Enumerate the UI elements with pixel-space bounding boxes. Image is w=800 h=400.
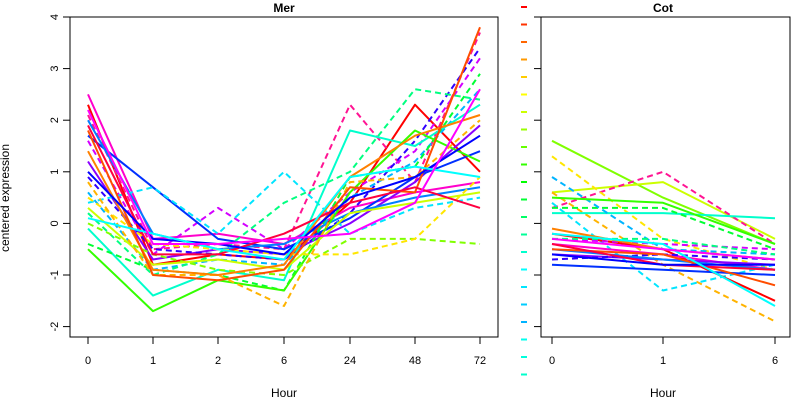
series-line	[87, 124, 481, 256]
x-tick-label: 1	[150, 355, 156, 367]
x-tick-label: 0	[85, 355, 91, 367]
y-tick-label: -1	[49, 270, 61, 280]
series-line	[87, 134, 481, 256]
panel-cot: Cot Hour 0 1 6	[534, 1, 791, 400]
series-line	[551, 248, 776, 271]
series-line	[551, 170, 776, 245]
x-axis-label-mer: Hour	[271, 386, 297, 400]
color-key-strip	[521, 6, 527, 376]
y-tick-label: 2	[49, 117, 61, 123]
series-line	[551, 232, 776, 307]
series-line	[87, 165, 481, 261]
series-line	[551, 139, 776, 245]
y-tick-label: -2	[49, 322, 61, 332]
series-line	[551, 253, 775, 266]
series-line	[552, 206, 776, 251]
series-line	[551, 237, 776, 261]
series-line	[551, 196, 776, 245]
series-group-mer	[87, 26, 481, 313]
series-line	[87, 88, 481, 245]
y-axis-label: centered expression	[0, 144, 12, 252]
axes-mer: -2 -1 0 1 2 3 4 0 1 2 6 24 48 72	[49, 14, 486, 367]
panel-mer: Mer Hour centered expression -2 -1 0 1 2 3 4 0 1…	[0, 1, 499, 400]
y-tick-label: 3	[49, 66, 61, 72]
series-line	[551, 263, 776, 276]
series-group-cot	[551, 139, 776, 323]
x-tick-label: 1	[660, 355, 666, 367]
panel-title-mer: Mer	[273, 1, 295, 15]
panel-title-cot: Cot	[653, 1, 673, 15]
x-tick-label: 48	[409, 355, 421, 367]
series-line	[552, 237, 776, 256]
series-line	[87, 88, 481, 276]
y-tick-label: 0	[49, 220, 61, 226]
x-tick-label: 72	[474, 355, 486, 367]
plot-frame-cot	[540, 16, 791, 338]
series-line	[87, 103, 481, 297]
x-tick-label: 24	[344, 355, 356, 367]
series-line	[551, 202, 776, 292]
x-tick-label: 2	[215, 355, 221, 367]
series-line	[87, 26, 481, 282]
x-tick-label: 6	[772, 355, 778, 367]
series-line	[87, 129, 481, 313]
x-tick-label: 0	[549, 355, 555, 367]
x-tick-label: 6	[281, 355, 287, 367]
series-line	[87, 114, 481, 276]
series-line	[552, 212, 776, 220]
x-axis-label-cot: Hour	[650, 386, 676, 400]
axes-cot: 0 1 6	[534, 16, 778, 367]
y-tick-label: 1	[49, 169, 61, 175]
series-line	[551, 155, 776, 271]
y-tick-label: 4	[49, 14, 61, 20]
